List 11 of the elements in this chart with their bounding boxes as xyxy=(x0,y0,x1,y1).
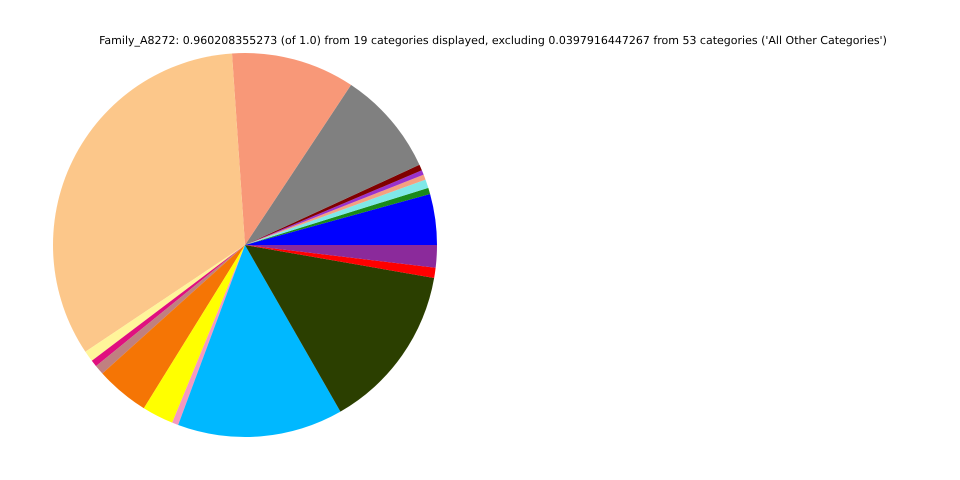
pie-slice xyxy=(172,245,245,425)
pie-slice xyxy=(245,245,434,412)
pie-slice xyxy=(245,84,420,245)
pie-slice xyxy=(245,245,437,268)
pie-slice xyxy=(53,53,245,352)
pie-slice xyxy=(178,245,340,437)
pie-slice xyxy=(245,245,436,278)
pie-slice xyxy=(144,245,245,423)
pie-slice xyxy=(232,53,352,245)
text: Family_A8272: 0.960208355273 (of 1.0) from 19 categories displayed, excluding 0.0397916447267 from 53 categories ('All Other Categories') xyxy=(98,34,888,47)
pie-slice xyxy=(102,245,245,408)
